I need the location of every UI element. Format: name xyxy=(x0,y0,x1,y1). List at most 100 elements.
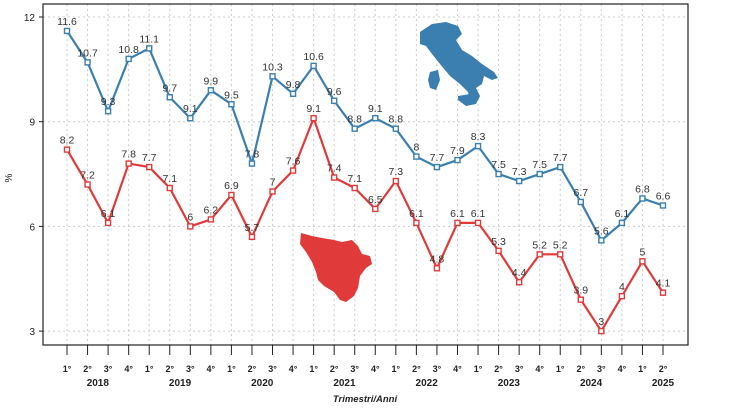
data-label: 6.8 xyxy=(635,183,650,195)
data-label: 7.8 xyxy=(245,149,260,161)
data-label: 9.1 xyxy=(183,103,198,115)
data-point xyxy=(577,198,584,206)
data-point xyxy=(639,195,646,202)
quarter-label: 1° xyxy=(556,364,565,374)
quarter-label: 1° xyxy=(638,364,647,374)
data-label: 6.2 xyxy=(204,204,219,216)
y-axis: 3 6 9 12 xyxy=(24,13,43,338)
data-label: 9.9 xyxy=(204,75,219,87)
quarter-label: 3° xyxy=(186,364,195,374)
data-label: 10.6 xyxy=(303,51,324,63)
data-label: 5.7 xyxy=(245,222,260,234)
y-tick-label: 9 xyxy=(29,118,35,129)
quarter-label: 4° xyxy=(207,364,216,374)
data-point xyxy=(187,223,194,230)
data-point xyxy=(557,163,564,171)
data-point xyxy=(536,251,543,258)
data-point xyxy=(618,293,626,300)
series-line xyxy=(66,30,664,243)
data-point xyxy=(248,233,256,241)
series-line xyxy=(66,115,664,334)
y-axis-title: % xyxy=(4,173,15,182)
year-label: 2018 xyxy=(87,378,110,389)
data-label: 7.3 xyxy=(389,166,404,178)
data-label: 9.1 xyxy=(306,103,321,115)
italy-map-icon xyxy=(420,22,498,104)
quarter-label: 2° xyxy=(165,364,174,374)
data-point xyxy=(372,205,379,213)
data-label: 7 xyxy=(270,177,276,189)
data-label: 8.8 xyxy=(389,114,404,126)
data-label: 7.6 xyxy=(286,156,301,168)
quarter-label: 4° xyxy=(618,364,627,374)
quarter-label: 4° xyxy=(289,364,298,374)
data-point xyxy=(495,170,502,178)
data-label: 10.3 xyxy=(262,61,283,73)
data-point xyxy=(392,177,400,185)
data-label: 6.7 xyxy=(573,187,588,199)
region-maps xyxy=(300,22,498,302)
quarter-label: 1° xyxy=(145,364,154,374)
data-label: 7.2 xyxy=(80,170,95,182)
quarter-label: 3° xyxy=(350,364,359,374)
year-label: 2023 xyxy=(498,378,521,389)
quarter-label: 2° xyxy=(83,364,92,374)
data-point xyxy=(289,167,297,174)
data-label: 8 xyxy=(413,142,419,154)
quarter-label: 2° xyxy=(659,364,668,374)
grid xyxy=(43,4,688,345)
data-point xyxy=(84,59,91,66)
data-point xyxy=(125,160,132,167)
data-label: 11.1 xyxy=(139,33,159,45)
data-label: 6.1 xyxy=(471,208,486,220)
year-label: 2022 xyxy=(416,378,439,389)
data-point xyxy=(639,258,646,265)
data-point xyxy=(207,216,215,223)
quarter-label: 4° xyxy=(371,364,380,374)
data-point xyxy=(146,45,153,52)
data-point xyxy=(515,279,523,286)
data-point xyxy=(413,219,420,227)
data-label: 9.8 xyxy=(286,79,301,91)
data-label: 7.5 xyxy=(532,159,547,171)
data-point xyxy=(659,202,667,209)
data-point xyxy=(515,177,523,185)
data-label: 11.6 xyxy=(57,16,77,28)
data-label: 7.7 xyxy=(142,152,157,164)
y-tick-label: 6 xyxy=(29,222,35,233)
tuscany-map-icon xyxy=(300,233,372,302)
data-point xyxy=(474,219,482,227)
data-label: 7.3 xyxy=(512,166,527,178)
data-point xyxy=(330,174,338,181)
quarter-label: 3° xyxy=(104,364,113,374)
year-label: 2019 xyxy=(169,378,192,389)
data-label: 4.8 xyxy=(430,253,445,265)
data-label: 3 xyxy=(598,316,604,328)
data-label: 6 xyxy=(187,211,193,223)
data-point xyxy=(84,181,91,188)
year-label: 2021 xyxy=(333,378,356,389)
data-point xyxy=(433,265,441,272)
data-point xyxy=(372,115,379,122)
data-label: 7.9 xyxy=(450,145,465,157)
plot-frame xyxy=(42,3,689,346)
data-label: 6.1 xyxy=(101,208,116,220)
data-label: 5.3 xyxy=(491,236,506,248)
series-layer: 11.610.79.310.811.19.79.19.99.57.810.39.… xyxy=(57,16,670,335)
data-point xyxy=(495,247,502,255)
quarter-label: 3° xyxy=(268,364,277,374)
data-label: 4 xyxy=(619,281,625,293)
data-point xyxy=(228,101,235,108)
data-label: 10.8 xyxy=(118,44,139,56)
year-label: 2025 xyxy=(652,378,675,389)
series-0: 11.610.79.310.811.19.79.19.99.57.810.39.… xyxy=(57,16,670,244)
data-point xyxy=(104,108,112,115)
data-point xyxy=(433,163,441,171)
data-point xyxy=(125,55,132,63)
data-label: 6.1 xyxy=(615,208,630,220)
y-tick-label: 3 xyxy=(29,327,35,338)
data-point xyxy=(536,170,543,178)
quarter-label: 4° xyxy=(535,364,544,374)
quarter-label: 1° xyxy=(474,364,483,374)
